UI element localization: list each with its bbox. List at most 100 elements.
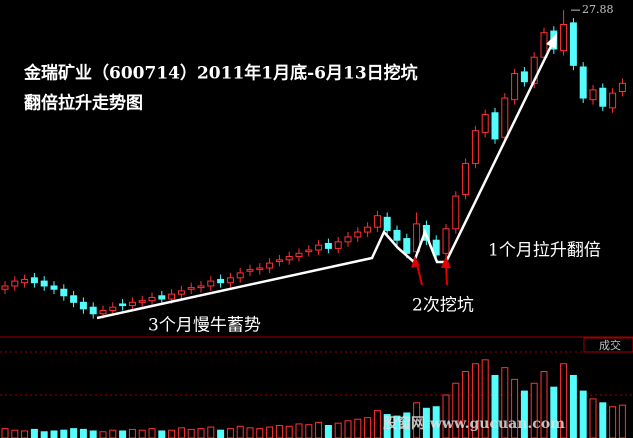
candle-body [403,238,411,254]
volume-bar [30,428,38,438]
volume-bar [217,429,225,438]
candle-body [168,293,176,300]
watermark: 股窗网 www.gucuan.com [383,415,565,432]
candle-body [609,92,617,109]
volume-bar [373,410,381,438]
candle-body [452,195,460,230]
volume-bar [422,407,430,438]
candle-body [315,244,323,251]
volume-bar [236,425,244,438]
pit-arrow [416,263,423,286]
volume-bar [609,406,617,438]
candle-body [50,285,58,290]
candle-body [560,24,568,52]
candle-body [589,89,597,101]
volume-bar [511,378,519,438]
candle-body [256,267,264,271]
candle-body [373,215,381,228]
chart-subtitle: 翻倍拉升走势图 [24,93,143,114]
candle-body [226,277,234,284]
candle-body [187,287,195,290]
volume-bar [128,428,136,438]
volume-bar [60,429,68,438]
volume-bar [315,421,323,438]
high-marker-label: 27.88 [582,3,614,16]
volume-bar [246,427,254,438]
candle-body [70,295,78,303]
volume-bar [21,430,29,438]
volume-bar [109,429,117,438]
volume-bar [256,428,264,438]
candle-body [246,269,254,272]
candle-body [393,229,401,241]
candle-body [540,32,548,58]
candle-body [481,113,489,133]
arrow-head [441,256,451,268]
volume-bar [550,386,558,438]
candle-body [432,239,440,256]
volume-bar [599,402,607,438]
candle-body [1,285,9,290]
volume-bar [442,394,450,438]
candle-body [579,66,587,99]
candle-body [491,112,499,140]
candle-body [11,280,19,287]
volume-bar [11,429,19,438]
volume-bar [452,382,460,438]
volume-bar [579,390,587,438]
candle-body [501,97,509,138]
arrow-head [411,256,420,268]
volume-bar [393,415,401,438]
candle-body [324,242,332,249]
candle-body [618,82,626,93]
volume-bar [148,428,156,438]
volume-bar [70,428,78,438]
candle-body [511,73,519,101]
candle-body [79,301,87,310]
annotation: 2次挖坑 [412,296,474,316]
chart-title: 金瑞矿业（600714）2011年1月底-6月13日挖坑 [23,63,418,84]
arrow-head [546,33,557,49]
candle-body [207,280,215,287]
volume-bar [99,431,107,438]
candle-body [236,272,244,279]
volume-bar [295,423,303,438]
volume-bar [1,428,9,438]
candle-body [109,306,117,311]
candle-body [364,226,372,233]
volume-bar [207,426,215,438]
volume-bar [158,430,166,438]
candle-body [30,277,38,284]
volume-bar [305,424,313,438]
candle-body [158,295,166,300]
pit-arrow [445,264,448,286]
candle-body [128,301,136,307]
candle-body [40,280,48,287]
candle-body [89,306,97,315]
candle-body [354,231,362,238]
trend-line [96,228,446,320]
candle-body [21,278,29,284]
annotation: 3个月慢牛蓄势 [148,315,261,336]
candle-body [383,216,391,231]
candle-body [119,303,127,307]
volume-label: 成交 [599,338,621,352]
volume-bar [334,422,342,438]
volume-bar [275,424,283,438]
volume-bar [226,428,234,438]
volume-bar [187,428,195,438]
volume-bar [618,404,626,438]
volume-bar [50,430,58,438]
candle-body [138,300,146,303]
candle-body [334,241,342,249]
candle-body [197,285,205,289]
volume-bar [40,431,48,438]
candle-body [305,249,313,253]
volume-bar [324,424,332,438]
volume-bar [344,420,352,438]
volume-bar [285,425,293,438]
candle-body [569,22,577,66]
candle-body [462,162,470,195]
candle-body [520,71,528,83]
